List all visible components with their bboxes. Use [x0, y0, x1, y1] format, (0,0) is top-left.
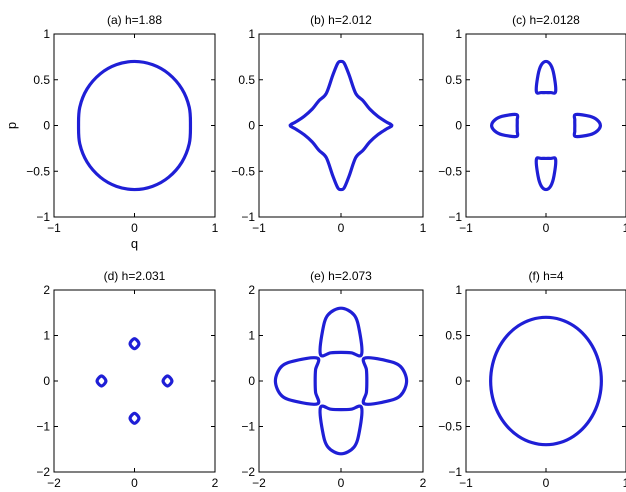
series-line	[128, 411, 141, 425]
y-tick-label: 1	[248, 27, 255, 41]
y-tick-label: −2	[241, 465, 255, 479]
y-tick-label: −0.5	[26, 164, 50, 178]
y-tick-label: 0	[248, 119, 255, 133]
series-line	[128, 337, 141, 351]
x-tick-label: −1	[47, 221, 61, 235]
chart-panel-1: −1 0 1 −1 −0.5 0 0.5 1 (b) h=2.012	[231, 13, 426, 235]
axes-frame	[258, 289, 424, 473]
x-tick-label: −2	[47, 476, 61, 490]
x-tick-label: 0	[131, 221, 138, 235]
x-tick-label: −1	[459, 221, 473, 235]
chart-title: (a) h=1.88	[107, 13, 162, 27]
x-tick-label: 1	[212, 221, 219, 235]
series-line	[76, 59, 193, 192]
y-tick-label: 0.5	[445, 73, 462, 87]
y-tick-label: 0.5	[445, 329, 462, 343]
x-tick-label: 0	[543, 221, 550, 235]
series-line	[161, 374, 174, 388]
x-tick-label: 1	[623, 476, 626, 490]
y-tick-label: 1	[455, 283, 462, 297]
axes-frame	[53, 33, 216, 218]
series-line	[273, 356, 321, 406]
series-line	[361, 356, 409, 406]
y-tick-label: 0.5	[33, 73, 50, 87]
y-tick-label: 1	[43, 27, 50, 41]
chart-panel-0: −1 0 1 −1 −0.5 0 0.5 1 (a) h=1.88 q p	[4, 13, 219, 251]
chart-title: (b) h=2.012	[310, 13, 372, 27]
x-tick-label: 0	[338, 221, 345, 235]
y-tick-label: −1	[241, 210, 255, 224]
y-tick-label: 2	[43, 283, 50, 297]
chart-panel-4: −2 0 2 −2 −1 0 1 2 (e) h=2.073	[241, 269, 426, 490]
chart-title: (f) h=4	[528, 269, 563, 283]
x-tick-label: 1	[420, 221, 427, 235]
x-tick-label: −1	[459, 476, 473, 490]
y-tick-label: 1	[43, 329, 50, 343]
y-tick-label: 2	[248, 283, 255, 297]
chart-title: (d) h=2.031	[104, 269, 166, 283]
series-line	[288, 59, 394, 192]
series-line	[95, 374, 108, 388]
axes-frame	[258, 33, 424, 218]
y-tick-label: −0.5	[438, 164, 462, 178]
series-line	[534, 156, 558, 192]
y-tick-label: −1	[36, 210, 50, 224]
y-tick-label: 0	[248, 374, 255, 388]
y-tick-label: −1	[448, 210, 462, 224]
chart-title: (e) h=2.073	[310, 269, 372, 283]
y-tick-label: −1	[241, 420, 255, 434]
x-tick-label: −2	[252, 476, 266, 490]
y-tick-label: 0	[43, 119, 50, 133]
y-tick-label: 0.5	[238, 73, 255, 87]
series-line	[572, 112, 602, 139]
series-line	[490, 112, 520, 139]
chart-title: (c) h=2.0128	[512, 13, 580, 27]
series-line	[489, 315, 603, 447]
y-tick-label: −1	[36, 420, 50, 434]
x-tick-label: 0	[543, 476, 550, 490]
chart-panel-2: −1 0 1 −1 −0.5 0 0.5 1 (c) h=2.0128	[438, 13, 626, 235]
x-tick-label: 0	[338, 476, 345, 490]
y-tick-label: 0	[455, 374, 462, 388]
y-tick-label: 0	[455, 119, 462, 133]
y-tick-label: −2	[36, 465, 50, 479]
x-tick-label: 1	[623, 221, 626, 235]
axes-frame	[53, 289, 216, 473]
series-line	[318, 306, 364, 358]
x-tick-label: 2	[420, 476, 427, 490]
series-line	[534, 59, 558, 95]
y-tick-label: 0	[43, 374, 50, 388]
x-axis-label: q	[131, 236, 138, 251]
y-tick-label: −1	[448, 465, 462, 479]
series-line	[318, 404, 364, 456]
y-tick-label: −0.5	[438, 420, 462, 434]
axes-frame	[465, 289, 626, 473]
x-tick-label: 2	[212, 476, 219, 490]
x-tick-label: 0	[131, 476, 138, 490]
y-tick-label: −0.5	[231, 164, 255, 178]
chart-panel-3: −2 0 2 −2 −1 0 1 2 (d) h=2.031	[36, 269, 218, 490]
x-tick-label: −1	[252, 221, 266, 235]
y-tick-label: 1	[248, 329, 255, 343]
chart-panel-5: −1 0 1 −1 −0.5 0 0.5 1 (f) h=4	[438, 269, 626, 490]
y-axis-label: p	[4, 122, 19, 129]
y-tick-label: 1	[455, 27, 462, 41]
